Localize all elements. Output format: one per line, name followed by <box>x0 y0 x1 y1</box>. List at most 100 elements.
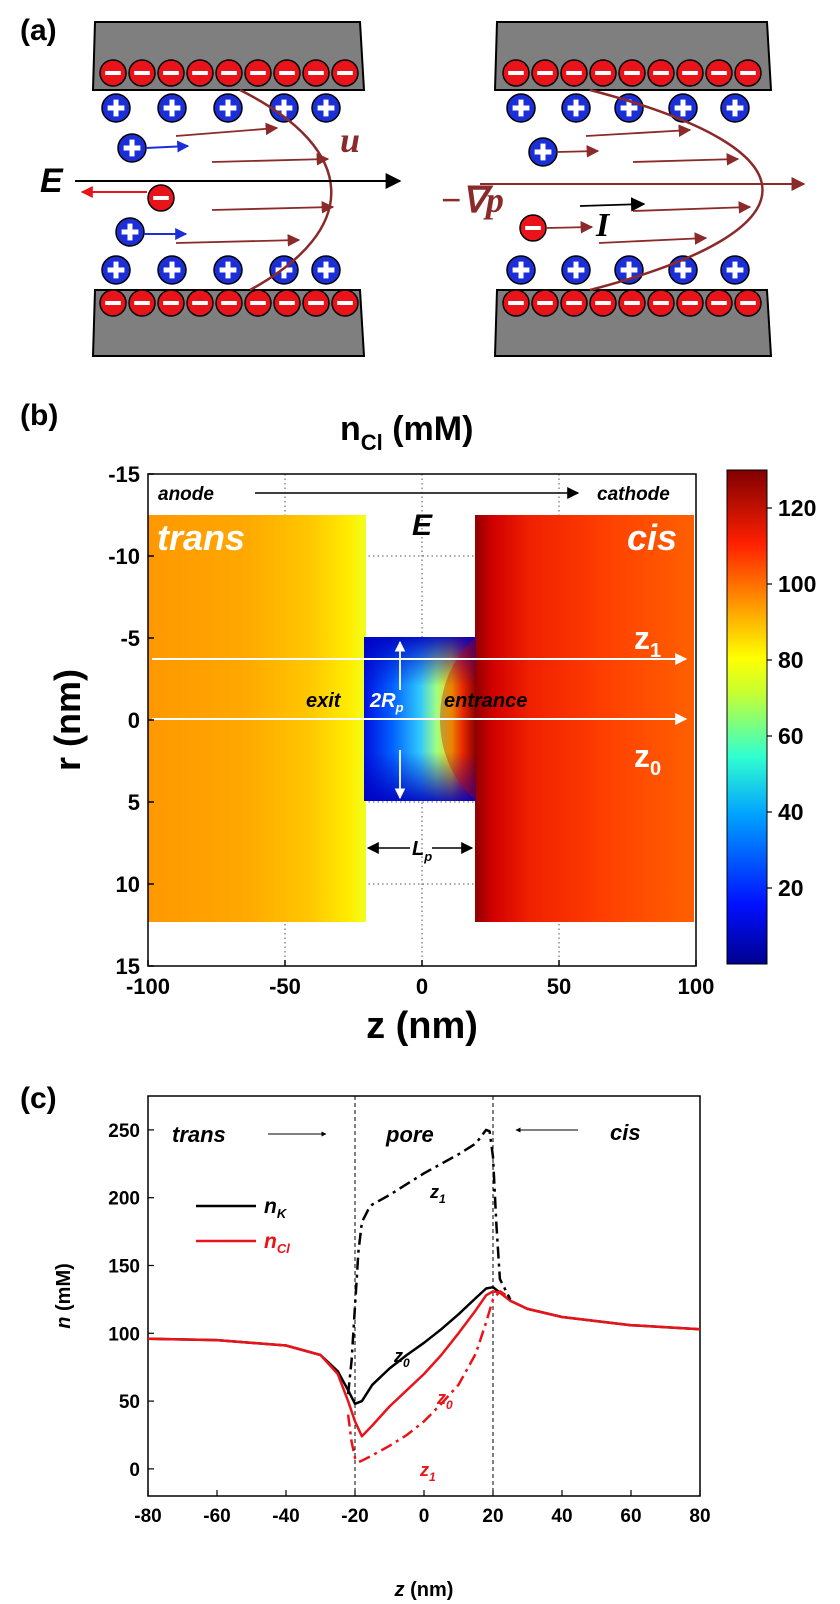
u-label: u <box>340 120 360 160</box>
e-label: E <box>40 162 64 200</box>
colorbar-tick-label: 100 <box>778 571 816 597</box>
y-tick-label: 10 <box>116 872 140 897</box>
negative-ion <box>331 59 359 87</box>
negative-ion <box>589 289 617 317</box>
lp-main: L <box>412 838 424 860</box>
x-tick-label: 60 <box>620 1506 641 1527</box>
line-plot-xlabel: z (nm) <box>394 1579 454 1601</box>
negative-ion <box>676 289 704 317</box>
anode-label: anode <box>158 484 214 505</box>
xlabel-unit: (nm) <box>405 1579 454 1601</box>
colorbar <box>726 469 768 965</box>
z0-red-main: z <box>436 1388 446 1408</box>
curve-label-z0-black: z0 <box>393 1346 410 1370</box>
rp-main: 2R <box>369 690 396 712</box>
x-tick-label: 50 <box>547 974 571 999</box>
z1-main: z <box>634 620 650 656</box>
exit-label: exit <box>306 690 342 712</box>
negative-ion <box>560 59 588 87</box>
negative-ion <box>705 59 733 87</box>
curve-label-z1-black: z1 <box>429 1182 446 1206</box>
negative-ion <box>273 289 301 317</box>
positive-ion <box>157 255 187 285</box>
positive-ion <box>668 93 698 123</box>
negative-ion <box>519 214 547 242</box>
positive-ion <box>506 93 536 123</box>
rp-label: 2Rp <box>369 690 404 715</box>
negative-ion <box>157 59 185 87</box>
positive-ion <box>561 93 591 123</box>
negative-ion <box>531 59 559 87</box>
negative-ion <box>531 289 559 317</box>
trans-label: trans <box>157 517 245 558</box>
positive-ion <box>157 93 187 123</box>
negative-ion <box>244 59 272 87</box>
flow-arrow <box>598 232 708 245</box>
cation-flow-arrow <box>556 144 600 158</box>
negative-ion <box>331 289 359 317</box>
legend-nk-main: n <box>264 1195 277 1218</box>
y-tick-label: 150 <box>108 1256 140 1277</box>
z0-main: z <box>634 738 650 774</box>
x-tick-label: 0 <box>416 974 428 999</box>
negative-ion <box>273 59 301 87</box>
current-arrow <box>579 197 646 212</box>
line-plot-frame <box>147 1095 701 1497</box>
negative-ion <box>186 59 214 87</box>
x-tick-label: 80 <box>689 1506 710 1527</box>
series-ncl-z1 <box>346 1290 511 1464</box>
y-tick-label: 15 <box>116 954 140 979</box>
negative-ion <box>186 289 214 317</box>
flow-arrow <box>211 200 335 214</box>
negative-ion <box>99 59 127 87</box>
y-tick-label: 0 <box>129 1460 140 1481</box>
colorbar-ticks: 120 100 80 60 40 20 <box>767 495 816 901</box>
negative-ion <box>128 289 156 317</box>
y-tick-label: 5 <box>128 790 140 815</box>
heatmap-ylabel: r (nm) <box>47 669 88 771</box>
ylabel-unit: (mM) <box>53 1263 75 1316</box>
cis-label: cis <box>627 517 677 558</box>
title-sub: Cl <box>361 430 383 455</box>
positive-ion <box>213 93 243 123</box>
e-field-label: E <box>412 509 433 542</box>
panel-c-label: (c) <box>20 1082 57 1115</box>
panel-a-schematic: u E −∇p I <box>40 21 806 357</box>
z1-sub: 1 <box>650 640 661 662</box>
colorbar-tick-label: 80 <box>778 647 804 673</box>
pore-boundaries <box>354 1096 494 1496</box>
negative-ion <box>618 59 646 87</box>
pore-annotation: pore <box>385 1122 434 1147</box>
cis-annotation: cis <box>610 1120 641 1145</box>
positive-ion <box>115 217 145 247</box>
ylabel-italic: n <box>53 1317 75 1329</box>
positive-ion <box>213 255 243 285</box>
x-tick-label: 100 <box>678 974 715 999</box>
y-tick-label: -15 <box>108 462 140 487</box>
x-tick-label: 20 <box>482 1506 503 1527</box>
z1-label: z1 <box>634 620 661 662</box>
positive-ion <box>311 93 341 123</box>
z0-black-sub: 0 <box>403 1356 410 1370</box>
z0-label: z0 <box>634 738 661 780</box>
negative-ion <box>502 289 530 317</box>
positive-ion <box>528 137 558 167</box>
z1-black-sub: 1 <box>439 1192 446 1206</box>
curve-label-z1-red: z1 <box>419 1460 436 1484</box>
legend-ncl-sub: Cl <box>277 1241 290 1256</box>
z1-red-sub: 1 <box>429 1470 436 1484</box>
flow-arrow <box>632 201 752 214</box>
z1-red-main: z <box>419 1460 429 1480</box>
positive-ion <box>720 255 750 285</box>
series-ncl-z0 <box>147 1290 701 1438</box>
x-tick-label: -40 <box>272 1506 299 1527</box>
flow-arrow <box>175 233 301 247</box>
title-unit: (mM) <box>383 410 474 448</box>
negative-ion <box>99 289 127 317</box>
panel-a-label: (a) <box>20 14 57 47</box>
line-series <box>147 1128 701 1464</box>
curve-label-z0-red: z0 <box>436 1388 453 1412</box>
negative-ion <box>734 289 762 317</box>
